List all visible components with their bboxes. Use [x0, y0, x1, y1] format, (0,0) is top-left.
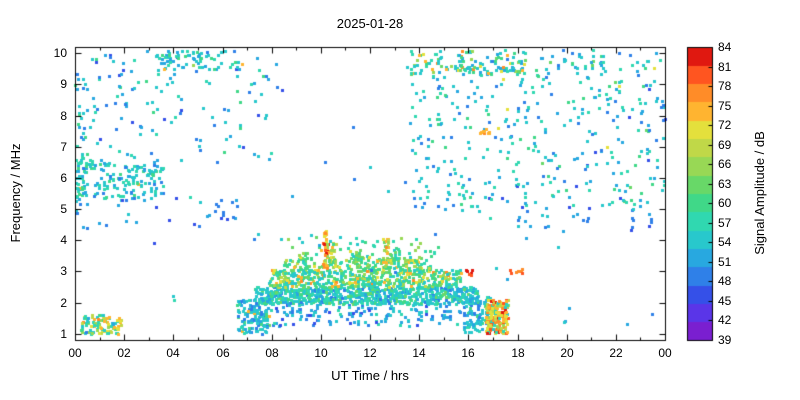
x-tick-label: 00 — [68, 346, 82, 360]
colorbar-tick-label: 69 — [718, 138, 732, 152]
y-tick-label: 10 — [53, 46, 67, 60]
colorbar-tick-label: 51 — [718, 255, 732, 269]
colorbar-label: Signal Amplitude / dB — [752, 131, 767, 255]
x-tick-label: 02 — [117, 346, 131, 360]
colorbar-tick-label: 57 — [718, 216, 732, 230]
x-tick-label: 12 — [363, 346, 377, 360]
colorbar-tick-label: 39 — [718, 333, 732, 347]
y-tick-label: 7 — [60, 140, 67, 154]
x-tick-label: 04 — [166, 346, 180, 360]
colorbar-tick-label: 84 — [718, 40, 732, 54]
y-tick-label: 1 — [60, 327, 67, 341]
colorbar-tick-label: 60 — [718, 196, 732, 210]
colorbar-tick-label: 45 — [718, 294, 732, 308]
x-tick-label: 20 — [560, 346, 574, 360]
x-tick-label: 06 — [216, 346, 230, 360]
y-tick-label: 5 — [60, 202, 67, 216]
y-tick-label: 8 — [60, 109, 67, 123]
chart-title: 2025-01-28 — [336, 16, 404, 31]
y-tick-label: 6 — [60, 171, 67, 185]
colorbar-tick-label: 75 — [718, 99, 732, 113]
colorbar-tick-label: 66 — [718, 157, 732, 171]
x-tick-label: 22 — [609, 346, 623, 360]
colorbar-tick-label: 63 — [718, 177, 732, 191]
x-tick-label: 00 — [658, 346, 672, 360]
x-tick-label: 16 — [461, 346, 475, 360]
colorbar-tick-label: 78 — [718, 79, 732, 93]
y-tick-label: 2 — [60, 296, 67, 310]
colorbar-tick-label: 81 — [718, 60, 732, 74]
x-axis-label: UT Time / hrs — [331, 368, 409, 383]
y-tick-label: 9 — [60, 77, 67, 91]
colorbar-tick-label: 42 — [718, 313, 732, 327]
colorbar-tick-label: 48 — [718, 274, 732, 288]
x-tick-label: 14 — [412, 346, 426, 360]
x-tick-label: 18 — [511, 346, 525, 360]
x-tick-label: 10 — [314, 346, 328, 360]
x-tick-label: 08 — [265, 346, 279, 360]
y-axis-label: Frequency / MHz — [8, 143, 23, 243]
colorbar-tick-label: 54 — [718, 235, 732, 249]
y-tick-label: 3 — [60, 264, 67, 278]
colorbar-tick-label: 72 — [718, 118, 732, 132]
y-tick-label: 4 — [60, 233, 67, 247]
